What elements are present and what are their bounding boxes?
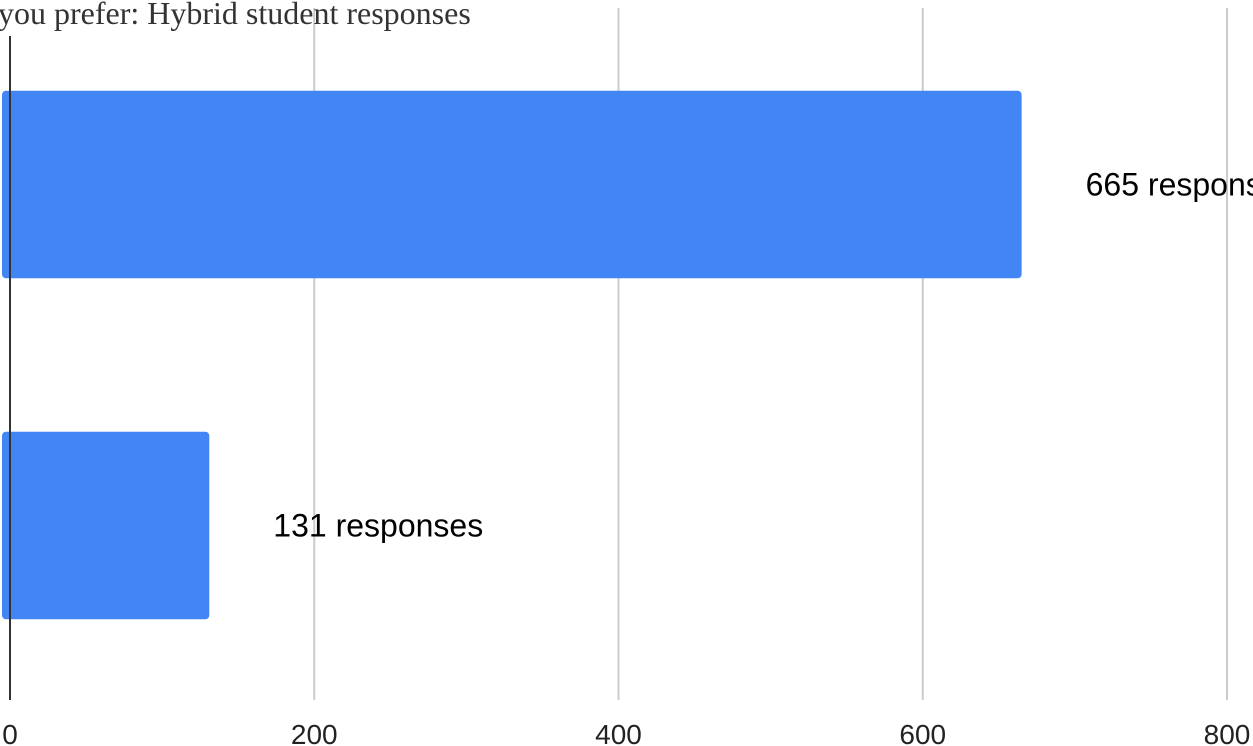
x-tick-label: 800 xyxy=(1204,719,1251,746)
x-tick-label: 200 xyxy=(291,719,338,746)
data-labels: 665 responses 131 responses xyxy=(273,167,1253,544)
bar-data-label: 131 responses xyxy=(273,508,483,544)
bar xyxy=(2,90,1022,279)
bar xyxy=(2,431,210,620)
bar-data-label: 665 responses xyxy=(1086,167,1253,203)
x-tick-label: 400 xyxy=(595,719,642,746)
bars xyxy=(2,90,1022,620)
x-tick-label: 600 xyxy=(899,719,946,746)
x-tick-label: 0 xyxy=(2,719,18,746)
x-axis-tick-labels: 0 200 400 600 800 xyxy=(2,719,1250,746)
chart-title: you prefer: Hybrid student responses xyxy=(0,0,471,31)
